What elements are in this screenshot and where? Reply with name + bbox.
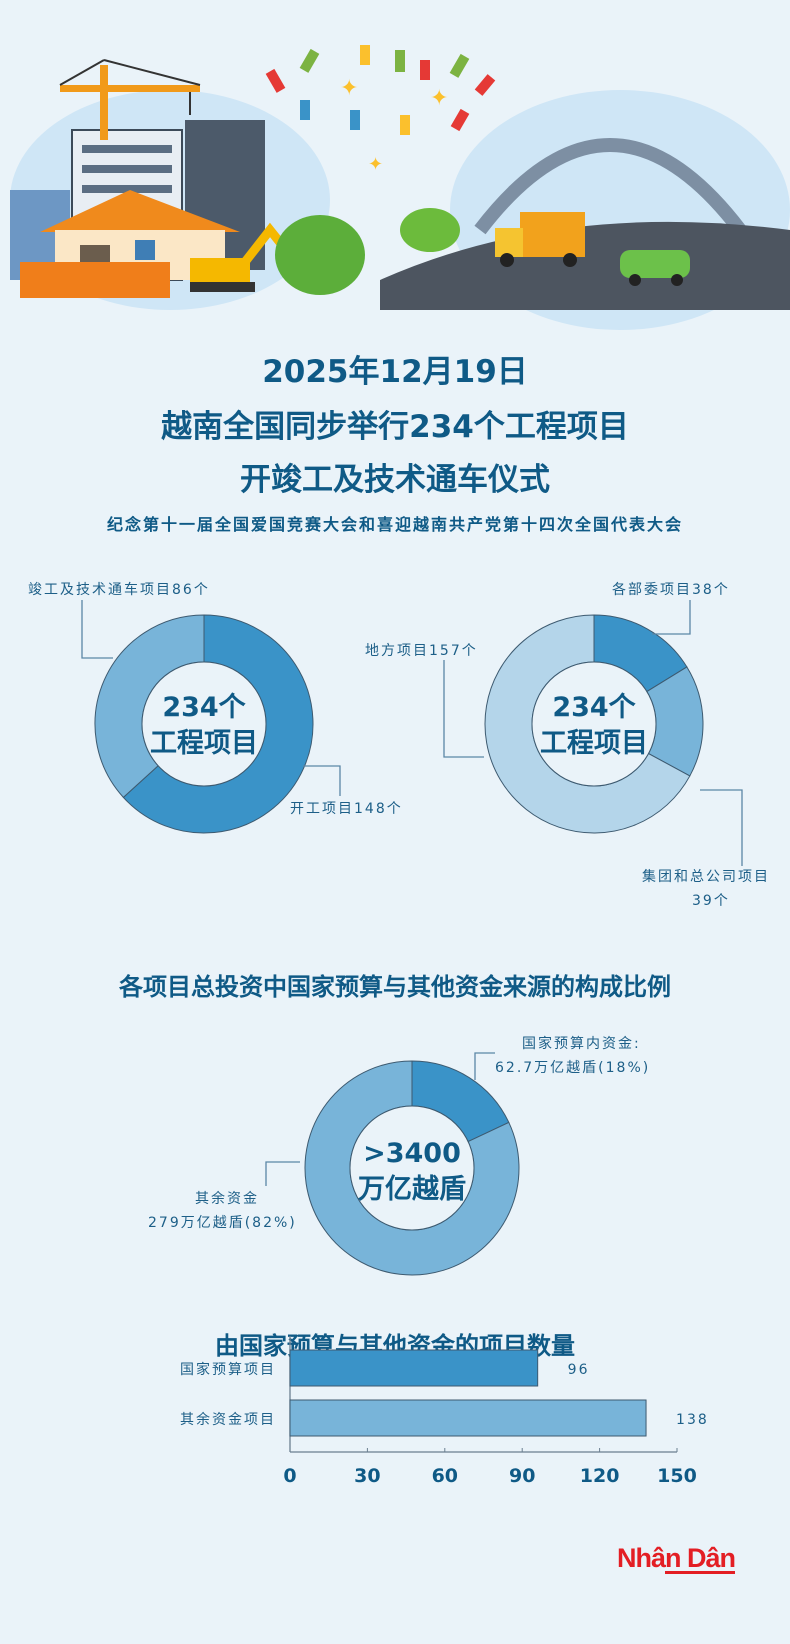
donut-hole — [531, 661, 657, 787]
bar-category-label: 其余资金项目 — [180, 1411, 276, 1428]
confetti-icon: ✦ ✦ ✦ — [265, 45, 496, 175]
donut-hole — [141, 661, 267, 787]
nhan-dan-logo: Nhân Dân — [617, 1543, 736, 1574]
x-tick-label: 150 — [657, 1465, 697, 1487]
page-title-line2: 开竣工及技术通车仪式 — [240, 462, 550, 498]
hero-illustration: ✦ ✦ ✦ — [10, 45, 790, 330]
label-ministries: 各部委项目38个 — [612, 582, 730, 598]
x-tick-label: 60 — [432, 1465, 458, 1487]
leader-line — [652, 600, 691, 635]
donut-hole — [349, 1105, 475, 1231]
funding-section-title: 各项目总投资中国家预算与其他资金来源的构成比例 — [118, 973, 671, 1001]
crane-icon — [59, 59, 201, 140]
bar-value-label: 138 — [676, 1412, 709, 1428]
label-state-budget: 国家预算内资金: — [522, 1035, 641, 1052]
date-heading: 2025年12月19日 — [262, 354, 528, 390]
x-tick-label: 30 — [354, 1465, 380, 1487]
x-tick-label: 90 — [509, 1465, 535, 1487]
bar — [289, 1399, 647, 1437]
x-tick-label: 120 — [580, 1465, 620, 1487]
leader-line — [265, 1161, 300, 1186]
label-state-budget-value: 62.7万亿越盾(18%) — [495, 1060, 650, 1076]
label-local: 地方项目157个 — [365, 643, 478, 659]
donut3-center-line1: >3400 — [363, 1138, 461, 1169]
donut2-center-line2: 工程项目 — [540, 728, 648, 759]
leader-line — [474, 1052, 495, 1080]
donut3-center-line2: 万亿越盾 — [358, 1174, 466, 1205]
label-corporations: 集团和总公司项目 — [642, 868, 770, 885]
bar-category-label: 国家预算项目 — [180, 1361, 276, 1378]
donut-funding — [304, 1060, 520, 1276]
svg-text:✦: ✦ — [368, 154, 383, 175]
label-started: 开工项目148个 — [290, 801, 403, 817]
bar — [289, 1349, 539, 1387]
donut1-center-line2: 工程项目 — [150, 728, 258, 759]
label-corporations-count: 39个 — [692, 893, 730, 909]
label-other-funds: 其余资金 — [195, 1190, 259, 1207]
donut-project-owner — [484, 614, 704, 834]
label-completed: 竣工及技术通车项目86个 — [28, 581, 210, 598]
label-other-funds-value: 279万亿越盾(82%) — [148, 1215, 297, 1231]
svg-text:✦: ✦ — [340, 76, 358, 101]
logo-text: Nhân Dân — [617, 1543, 735, 1573]
car-icon — [620, 250, 690, 286]
page-subtitle: 纪念第十一届全国爱国竞赛大会和喜迎越南共产党第十四次全国代表大会 — [107, 515, 683, 534]
donut-project-status — [94, 614, 314, 834]
leader-line — [443, 660, 484, 758]
leader-line — [700, 789, 743, 866]
x-tick-label: 0 — [283, 1465, 296, 1487]
donut2-center-line1: 234个 — [552, 692, 636, 723]
bar-chart: 国家预算项目 96 其余资金项目 138 0 30 60 90 120 150 — [180, 1336, 709, 1487]
truck-icon — [495, 212, 585, 267]
svg-text:✦: ✦ — [430, 86, 448, 111]
page-title-line1: 越南全国同步举行234个工程项目 — [161, 409, 629, 445]
leader-line — [303, 765, 341, 796]
leader-line — [81, 600, 113, 659]
donut1-center-line1: 234个 — [162, 692, 246, 723]
bar-value-label: 96 — [568, 1362, 590, 1378]
bridge-icon — [380, 138, 790, 310]
